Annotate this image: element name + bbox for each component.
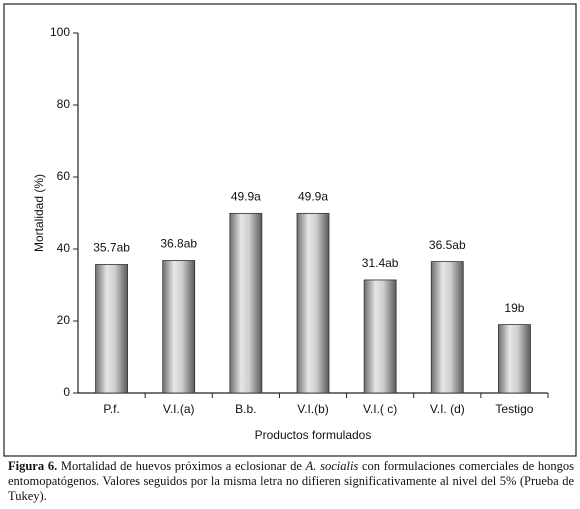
y-axis-label: Mortalidad (%)	[32, 174, 46, 252]
value-label: 36.8ab	[160, 237, 197, 251]
caption: Figura 6. Mortalidad de huevos próximos …	[8, 459, 574, 504]
value-label: 19b	[504, 301, 524, 315]
value-label: 49.9a	[298, 190, 328, 204]
x-tick-label: V.I.( c)	[363, 402, 397, 416]
bar	[296, 212, 330, 394]
frame	[3, 3, 577, 457]
x-tick-label: P.f.	[103, 402, 119, 416]
x-tick-label: V.I. (d)	[430, 402, 465, 416]
value-label: 49.9a	[231, 190, 261, 204]
bar	[162, 260, 196, 394]
bar	[363, 279, 397, 394]
y-tick-label: 100	[50, 25, 70, 39]
value-label: 31.4ab	[362, 256, 399, 270]
bar	[498, 324, 531, 394]
x-tick-label: V.I.(a)	[163, 402, 195, 416]
caption-species: A. socialis	[305, 459, 359, 473]
caption-label: Figura 6.	[8, 459, 58, 473]
y-tick-label: 20	[57, 313, 71, 327]
value-label: 35.7ab	[93, 241, 130, 255]
bar	[95, 264, 128, 394]
caption-text: Mortalidad de huevos próximos a eclosion…	[60, 459, 302, 473]
x-tick-label: Testigo	[495, 402, 533, 416]
caption-text: con formulaciones comerciales de hongos …	[8, 459, 574, 503]
y-tick-label: 40	[57, 241, 71, 255]
y-tick-label: 80	[57, 97, 71, 111]
bar	[430, 261, 464, 394]
bar	[229, 212, 263, 394]
x-tick-label: B.b.	[235, 402, 256, 416]
value-label: 36.5ab	[429, 238, 466, 252]
x-tick-label: V.I.(b)	[297, 402, 329, 416]
x-axis-label: Productos formulados	[255, 428, 372, 442]
y-tick-label: 0	[63, 385, 70, 399]
y-tick-label: 60	[57, 169, 71, 183]
